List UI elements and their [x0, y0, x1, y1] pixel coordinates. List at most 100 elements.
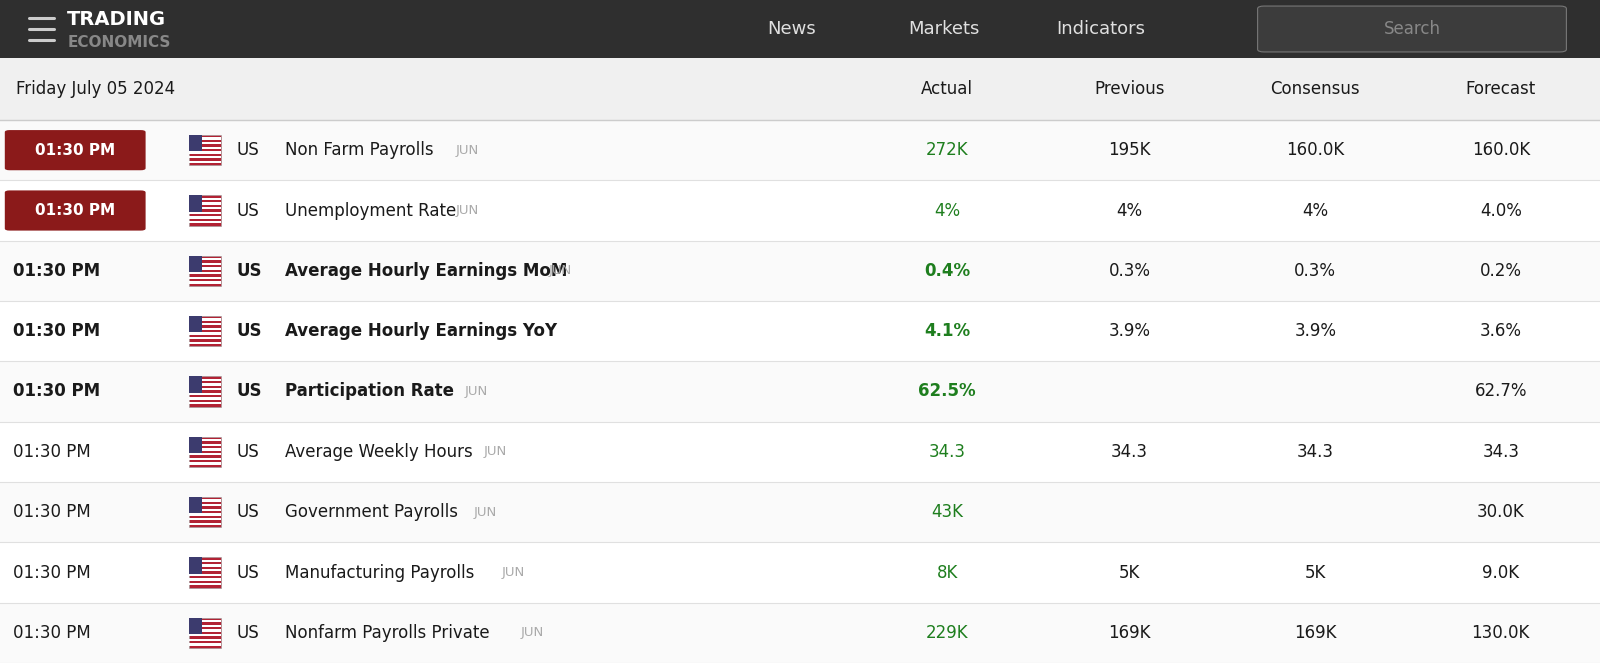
Text: JUN: JUN — [520, 627, 544, 639]
Text: 130.0K: 130.0K — [1472, 624, 1530, 642]
Bar — [189, 198, 221, 200]
Bar — [189, 509, 221, 511]
Bar — [189, 135, 202, 151]
Text: 4%: 4% — [1302, 202, 1328, 219]
Text: ECONOMICS: ECONOMICS — [67, 35, 171, 50]
Text: 34.3: 34.3 — [1110, 443, 1149, 461]
Bar — [189, 439, 221, 442]
Bar — [189, 457, 221, 460]
Text: JUN: JUN — [456, 144, 478, 156]
Text: US: US — [237, 624, 259, 642]
Text: Search: Search — [1384, 20, 1440, 38]
Text: 62.5%: 62.5% — [918, 383, 976, 400]
Text: JUN: JUN — [474, 506, 498, 518]
Bar — [189, 142, 221, 145]
Text: 34.3: 34.3 — [928, 443, 966, 461]
Text: Participation Rate: Participation Rate — [285, 383, 454, 400]
Text: 0.2%: 0.2% — [1480, 262, 1522, 280]
Bar — [189, 160, 221, 163]
Text: Indicators: Indicators — [1056, 20, 1146, 38]
Bar — [189, 513, 221, 516]
Bar — [189, 560, 221, 562]
Bar — [189, 397, 221, 400]
Bar — [0, 361, 1600, 422]
Text: Markets: Markets — [909, 20, 979, 38]
Text: Average Hourly Earnings MoM: Average Hourly Earnings MoM — [285, 262, 566, 280]
Bar — [189, 620, 221, 623]
Text: Forecast: Forecast — [1466, 80, 1536, 98]
Text: Previous: Previous — [1094, 80, 1165, 98]
Bar — [189, 377, 221, 406]
Bar — [189, 583, 221, 585]
Bar — [189, 135, 221, 165]
Bar — [189, 504, 221, 507]
Text: US: US — [237, 503, 259, 521]
FancyBboxPatch shape — [1258, 6, 1566, 52]
Bar — [0, 422, 1600, 482]
Text: 3.9%: 3.9% — [1294, 322, 1336, 340]
Bar — [189, 558, 221, 587]
Bar — [189, 444, 221, 446]
Bar — [0, 180, 1600, 241]
Bar — [189, 518, 221, 520]
Text: US: US — [237, 564, 259, 581]
Bar — [189, 316, 202, 332]
Text: Friday July 05 2024: Friday July 05 2024 — [16, 80, 174, 98]
Text: 5K: 5K — [1118, 564, 1141, 581]
Bar — [189, 267, 221, 270]
Text: 0.4%: 0.4% — [925, 262, 970, 280]
Text: 8K: 8K — [936, 564, 958, 581]
Bar — [189, 499, 221, 502]
Bar — [0, 0, 1600, 58]
Text: 01:30 PM: 01:30 PM — [13, 443, 91, 461]
Text: 43K: 43K — [931, 503, 963, 521]
Bar — [189, 341, 221, 344]
Bar — [189, 258, 221, 261]
Text: 0.3%: 0.3% — [1109, 262, 1150, 280]
Text: 01:30 PM: 01:30 PM — [13, 322, 99, 340]
Text: 01:30 PM: 01:30 PM — [35, 143, 115, 158]
Text: JUN: JUN — [464, 385, 488, 398]
Text: 62.7%: 62.7% — [1475, 383, 1526, 400]
Text: News: News — [768, 20, 816, 38]
Text: Government Payrolls: Government Payrolls — [285, 503, 458, 521]
Text: 195K: 195K — [1109, 141, 1150, 159]
Bar — [189, 202, 221, 205]
Bar — [189, 392, 221, 395]
Text: 4%: 4% — [1117, 202, 1142, 219]
Text: US: US — [237, 202, 259, 219]
Bar — [189, 437, 221, 467]
Bar — [189, 211, 221, 214]
Text: JUN: JUN — [456, 204, 478, 217]
Text: TRADING: TRADING — [67, 10, 166, 29]
Text: 5K: 5K — [1304, 564, 1326, 581]
Bar — [189, 276, 221, 279]
Bar — [0, 482, 1600, 542]
Bar — [189, 453, 221, 455]
Text: Actual: Actual — [922, 80, 973, 98]
Text: 4.0%: 4.0% — [1480, 202, 1522, 219]
Text: 01:30 PM: 01:30 PM — [13, 383, 99, 400]
Text: Nonfarm Payrolls Private: Nonfarm Payrolls Private — [285, 624, 490, 642]
Bar — [0, 301, 1600, 361]
Text: 30.0K: 30.0K — [1477, 503, 1525, 521]
Text: US: US — [237, 383, 262, 400]
Bar — [189, 437, 202, 453]
Bar — [0, 241, 1600, 301]
Text: 3.6%: 3.6% — [1480, 322, 1522, 340]
Text: 160.0K: 160.0K — [1286, 141, 1344, 159]
Text: JUN: JUN — [502, 566, 525, 579]
Bar — [0, 603, 1600, 663]
Bar — [189, 497, 221, 527]
Bar — [189, 137, 221, 140]
Bar — [189, 564, 221, 567]
Bar — [189, 332, 221, 335]
Bar — [189, 379, 221, 381]
Text: 34.3: 34.3 — [1296, 443, 1334, 461]
Text: JUN: JUN — [483, 446, 507, 458]
Text: 01:30 PM: 01:30 PM — [13, 624, 91, 642]
Bar — [0, 120, 1600, 180]
Bar — [189, 578, 221, 581]
Bar — [189, 618, 202, 634]
Bar — [189, 221, 221, 223]
